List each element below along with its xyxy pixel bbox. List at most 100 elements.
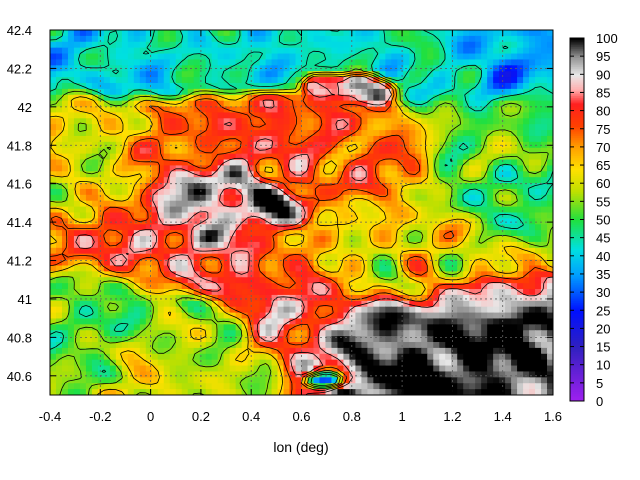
heatmap-cell <box>427 336 434 343</box>
heatmap-cell <box>349 206 356 214</box>
heatmap-cell <box>109 241 117 249</box>
heatmap-cell <box>475 71 482 78</box>
heatmap-cell <box>133 59 141 66</box>
heatmap-cell <box>61 247 69 255</box>
heatmap-cell <box>493 194 500 202</box>
heatmap-cell <box>475 147 482 155</box>
heatmap-cell <box>253 206 261 214</box>
heatmap-cell <box>409 218 416 225</box>
heatmap-cell <box>355 277 362 284</box>
heatmap-cell <box>307 289 315 296</box>
heatmap-cell <box>529 359 536 367</box>
heatmap-cell <box>91 300 99 308</box>
heatmap-cell <box>217 212 225 219</box>
heatmap-cell <box>547 318 553 325</box>
heatmap-cell <box>547 94 553 102</box>
heatmap-cell <box>409 159 416 167</box>
heatmap-cell <box>475 200 482 208</box>
heatmap-cell <box>73 30 81 37</box>
heatmap-cell <box>259 289 267 296</box>
heatmap-cell <box>61 241 69 249</box>
heatmap-cell <box>505 236 512 243</box>
heatmap-cell <box>259 259 267 267</box>
heatmap-cell <box>433 289 440 296</box>
heatmap-cell <box>50 247 57 255</box>
heatmap-cell <box>85 230 93 237</box>
heatmap-cell <box>115 271 123 278</box>
heatmap-cell <box>421 306 428 314</box>
heatmap-cell <box>91 218 99 225</box>
heatmap-cell <box>427 289 434 296</box>
heatmap-cell <box>331 224 339 231</box>
heatmap-cell <box>355 135 362 143</box>
heatmap-cell <box>61 359 69 367</box>
heatmap-cell <box>175 330 183 337</box>
heatmap-cell <box>529 177 536 184</box>
heatmap-cell <box>211 124 219 131</box>
heatmap-cell <box>523 230 530 237</box>
heatmap-cell <box>415 118 422 125</box>
heatmap-cell <box>499 124 506 131</box>
heatmap-cell <box>421 230 428 237</box>
heatmap-cell <box>50 294 57 302</box>
heatmap-cell <box>469 100 476 108</box>
heatmap-cell <box>445 94 452 102</box>
heatmap-cell <box>505 165 512 172</box>
heatmap-cell <box>121 259 129 267</box>
heatmap-cell <box>259 306 267 314</box>
heatmap-cell <box>403 153 410 161</box>
heatmap-cell <box>55 342 63 349</box>
heatmap-cell <box>97 377 105 384</box>
heatmap-cell <box>271 318 279 325</box>
heatmap-cell <box>139 177 147 184</box>
heatmap-cell <box>97 177 105 184</box>
heatmap-cell <box>451 183 458 190</box>
heatmap-cell <box>337 124 345 131</box>
heatmap-cell <box>397 165 404 172</box>
heatmap-cell <box>247 71 255 78</box>
heatmap-cell <box>313 318 321 325</box>
heatmap-cell <box>265 306 273 314</box>
heatmap-cell <box>55 30 63 37</box>
heatmap-cell <box>463 353 470 361</box>
heatmap-cell <box>277 265 285 272</box>
heatmap-cell <box>361 41 368 49</box>
heatmap-cell <box>199 165 207 172</box>
heatmap-cell <box>109 130 117 137</box>
heatmap-cell <box>391 82 398 90</box>
heatmap-cell <box>547 277 553 284</box>
heatmap-cell <box>529 253 536 261</box>
heatmap-cell <box>133 41 141 49</box>
heatmap-cell <box>451 347 458 355</box>
heatmap-cell <box>511 259 518 267</box>
heatmap-cell <box>151 212 159 219</box>
heatmap-cell <box>415 194 422 202</box>
heatmap-cell <box>523 318 530 325</box>
heatmap-cell <box>259 171 267 178</box>
heatmap-cell <box>301 65 309 72</box>
heatmap-cell <box>457 135 464 143</box>
heatmap-cell <box>511 59 518 66</box>
heatmap-cell <box>223 330 231 337</box>
heatmap-cell <box>493 171 500 178</box>
heatmap-cell <box>73 188 81 196</box>
heatmap-cell <box>50 259 57 267</box>
heatmap-cell <box>475 94 482 102</box>
heatmap-cell <box>127 306 135 314</box>
heatmap-cell <box>397 153 404 161</box>
heatmap-cell <box>277 247 285 255</box>
heatmap-cell <box>187 30 195 37</box>
heatmap-cell <box>295 47 303 55</box>
heatmap-cell <box>253 53 261 61</box>
heatmap-cell <box>391 59 398 66</box>
heatmap-cell <box>145 253 153 261</box>
heatmap-cell <box>463 100 470 108</box>
heatmap-cell <box>115 88 123 96</box>
heatmap-cell <box>103 306 111 314</box>
heatmap-cell <box>535 259 542 267</box>
heatmap-cell <box>403 324 410 331</box>
heatmap-cell <box>181 118 189 125</box>
heatmap-cell <box>331 330 339 337</box>
heatmap-cell <box>409 359 416 367</box>
heatmap-cell <box>469 306 476 314</box>
